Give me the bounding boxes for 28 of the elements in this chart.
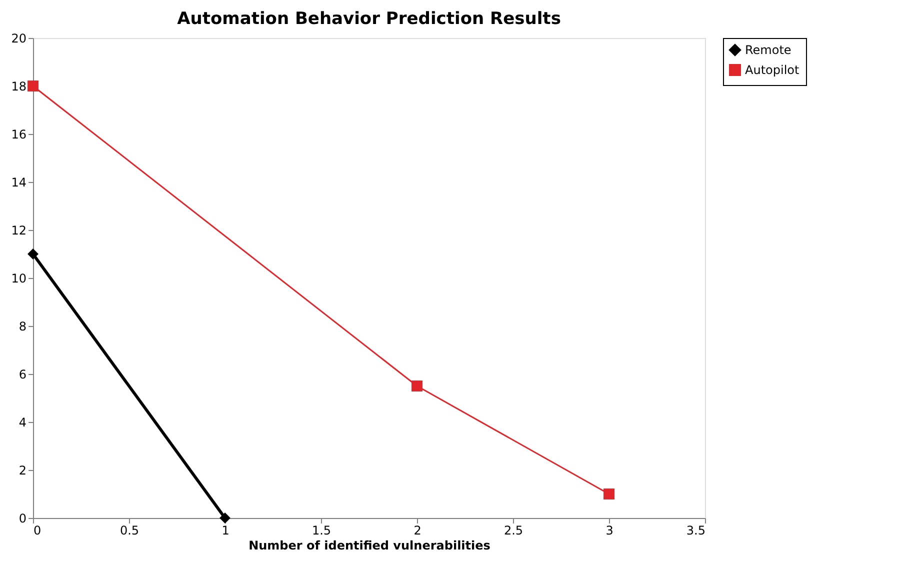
x-tick-label: 3.5 [686, 524, 706, 538]
x-axis-title: Number of identified vulnerabilities [248, 538, 490, 552]
y-tick-label: 14 [11, 176, 26, 190]
y-tick-label: 16 [11, 128, 26, 142]
point [220, 512, 230, 524]
x-tick-label: 2 [414, 524, 422, 538]
y-tick-label: 8 [18, 320, 26, 334]
x-tick-label: 3 [606, 524, 614, 538]
y-tick-label: 18 [11, 80, 26, 94]
x-tick-label: 1.5 [312, 524, 332, 538]
y-tick-label: 4 [18, 416, 26, 430]
x-tick-label: 1 [222, 524, 230, 538]
y-tick-label: 6 [18, 368, 26, 382]
y-tick-label: 2 [18, 464, 26, 478]
y-tick-label: 20 [11, 32, 26, 46]
point [604, 488, 614, 500]
point [28, 80, 38, 92]
legend-label: Autopilot [745, 63, 800, 77]
x-tick-label: 0 [34, 524, 42, 538]
x-tick-label: 0.5 [120, 524, 140, 538]
legend-label: Remote [745, 43, 792, 57]
chart-title: Automation Behavior Prediction Results [177, 9, 561, 29]
point [412, 380, 422, 392]
y-tick-label: 10 [11, 272, 26, 286]
y-tick-label: 12 [11, 224, 26, 238]
y-tick-label: 0 [18, 512, 26, 526]
x-tick-label: 2.5 [504, 524, 524, 538]
point [28, 248, 38, 260]
